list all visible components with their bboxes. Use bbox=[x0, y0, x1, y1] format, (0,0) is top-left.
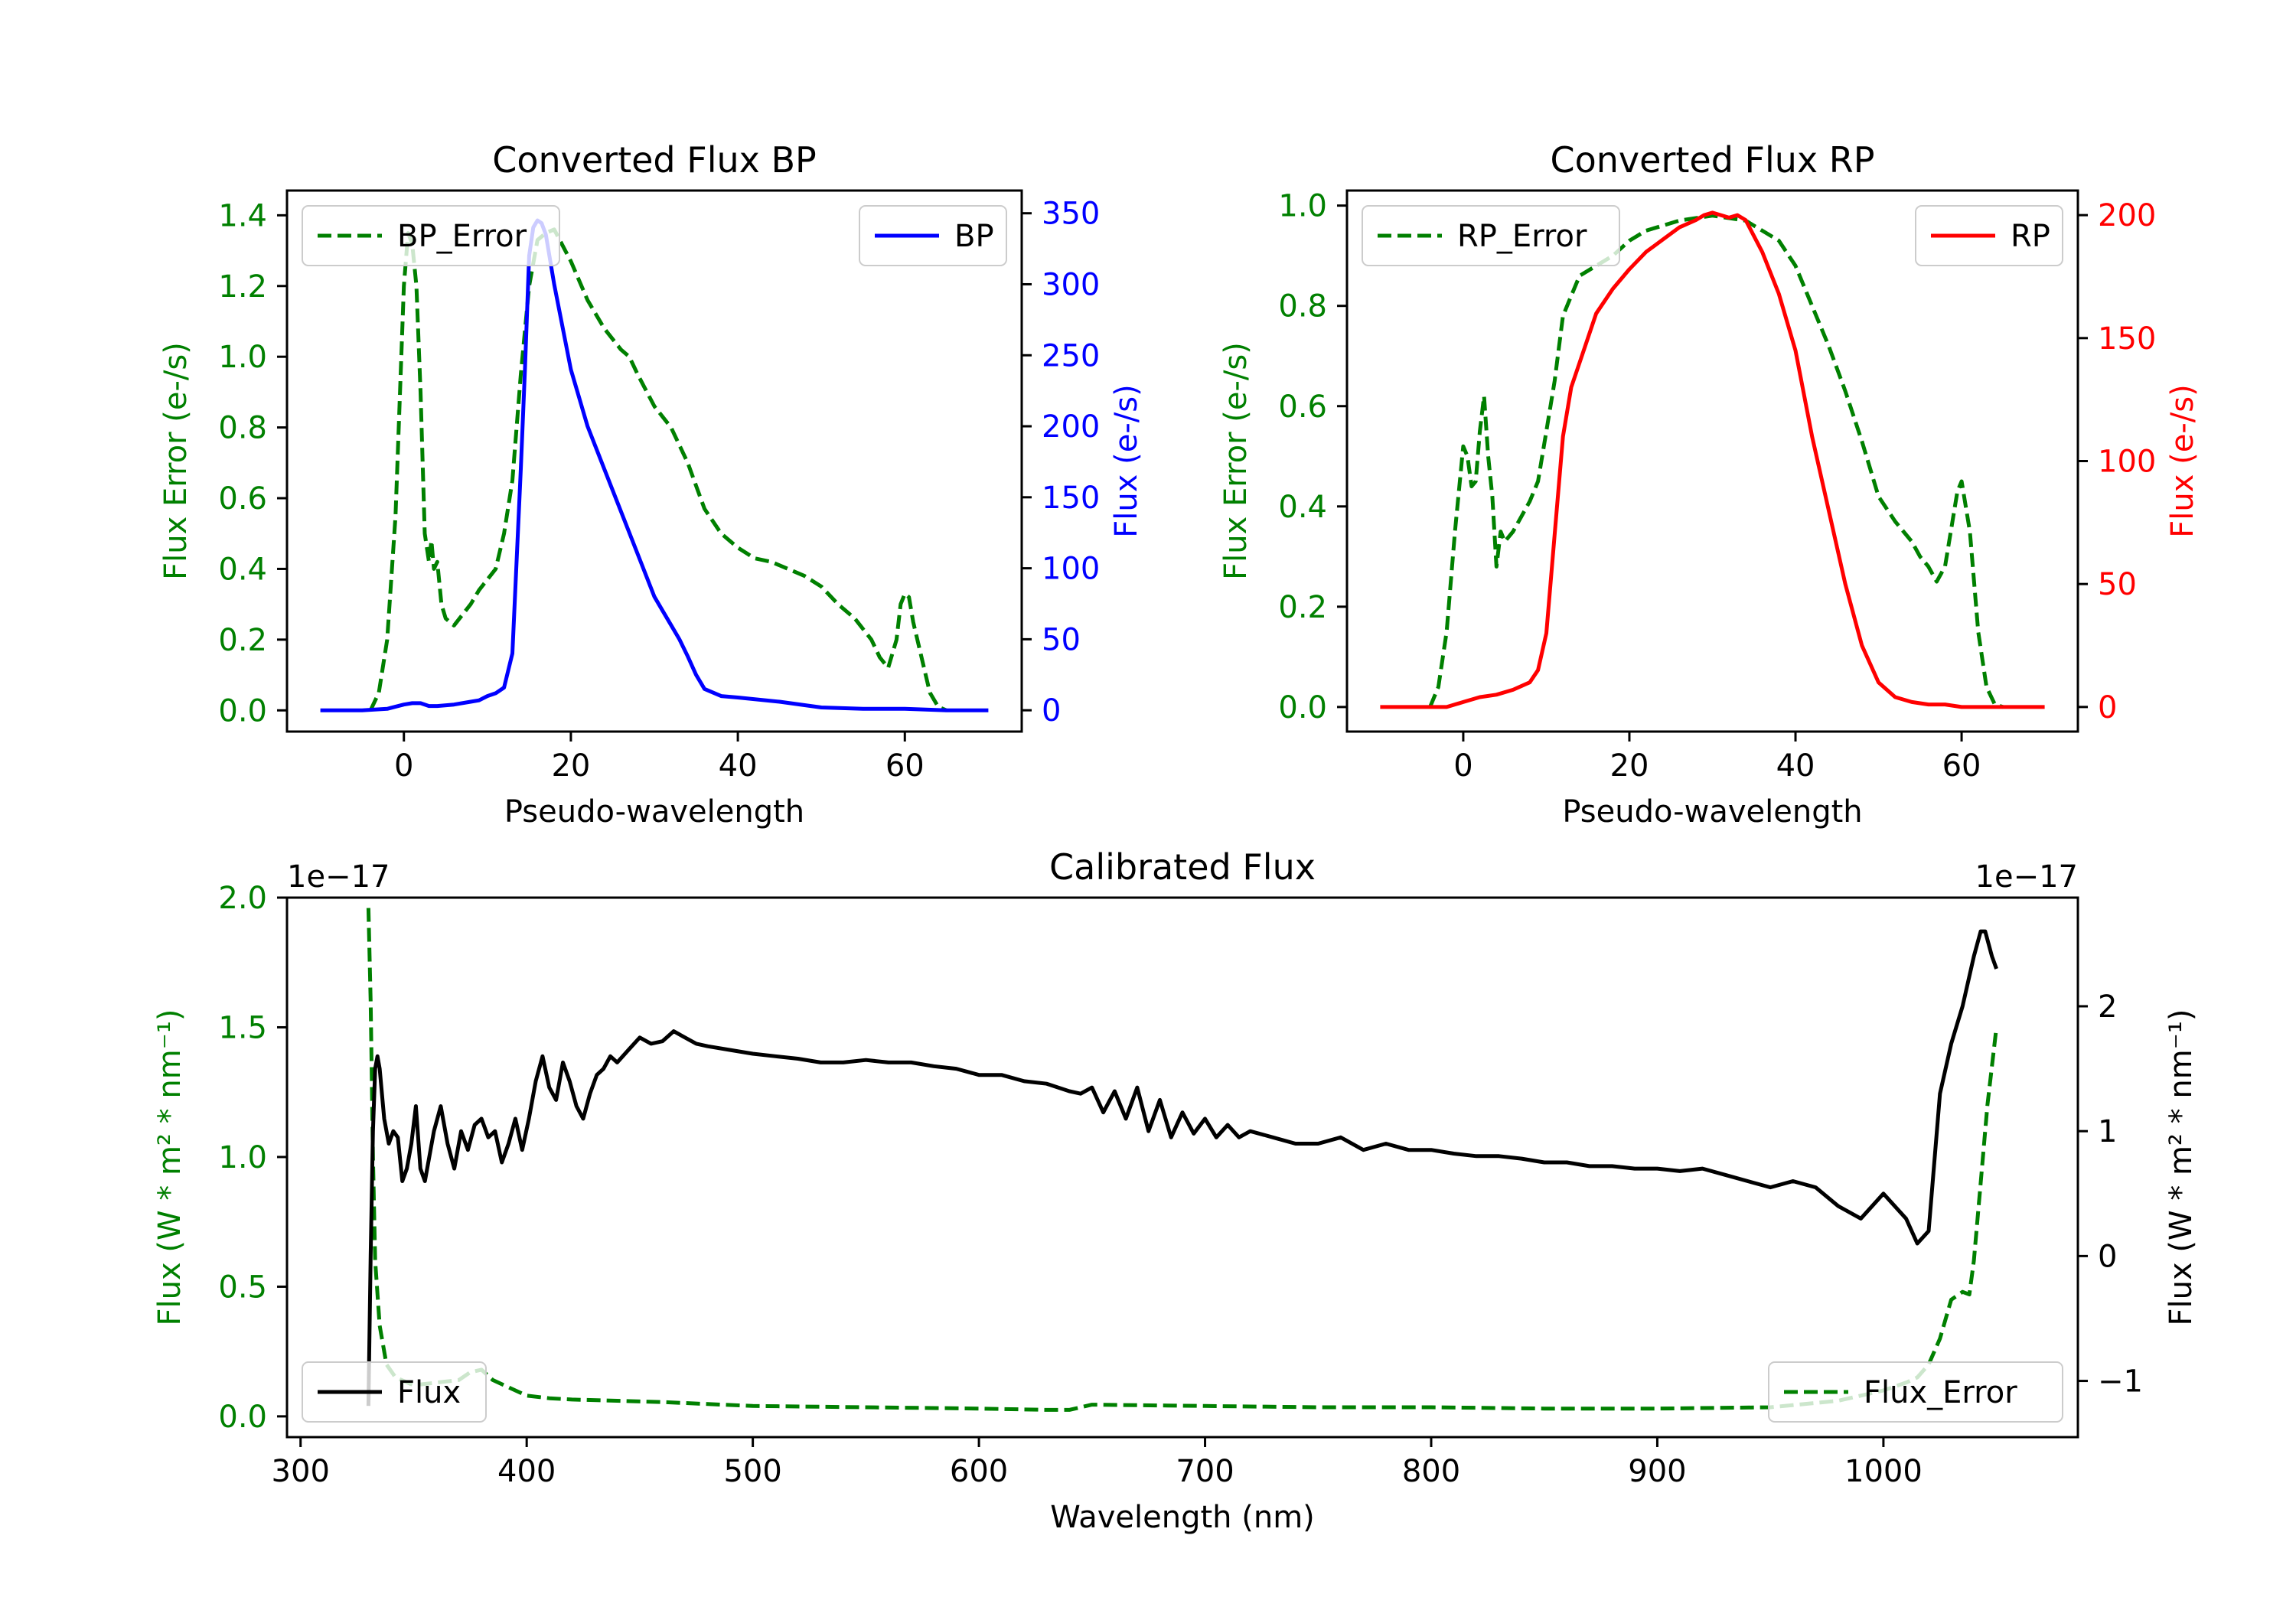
y-left-tick-label: 0.2 bbox=[1278, 590, 1327, 625]
y-right-tick-label: 250 bbox=[1042, 338, 1100, 373]
x-tick-label: 60 bbox=[885, 748, 925, 784]
x-axis-label: Pseudo-wavelength bbox=[1562, 794, 1862, 830]
y-left-tick-label: 1.0 bbox=[1278, 189, 1327, 224]
x-axis-label: Pseudo-wavelength bbox=[504, 794, 804, 830]
y-right-tick-label: 150 bbox=[2098, 321, 2156, 357]
y-left-tick-label: 0.0 bbox=[1278, 690, 1327, 725]
y-right-tick-label: 0 bbox=[2098, 1239, 2117, 1274]
x-tick-label: 20 bbox=[551, 748, 590, 784]
chart-title: Converted Flux RP bbox=[1551, 139, 1875, 181]
y-left-tick-label: 0.6 bbox=[218, 481, 267, 517]
x-tick-label: 900 bbox=[1628, 1454, 1686, 1489]
x-tick-label: 500 bbox=[723, 1454, 781, 1489]
y-left-axis-label: Flux (W * m² * nm⁻¹) bbox=[152, 1009, 188, 1326]
y-right-tick-label: 2 bbox=[2098, 989, 2117, 1025]
legend-box bbox=[302, 205, 560, 266]
y-left-tick-label: 0.4 bbox=[1278, 490, 1327, 525]
y-left-tick-label: 0.5 bbox=[218, 1270, 267, 1305]
y-left-tick-label: 2.0 bbox=[218, 881, 267, 916]
y-right-tick-label: −1 bbox=[2098, 1364, 2143, 1400]
y-left-tick-label: 1.2 bbox=[218, 269, 267, 305]
axes-frame bbox=[285, 189, 1023, 733]
legend-flux: Flux bbox=[302, 1361, 487, 1423]
legend-flux-error: Flux_Error bbox=[1768, 1361, 2063, 1423]
x-tick-label: 400 bbox=[497, 1454, 556, 1489]
y-right-tick-label: 0 bbox=[2098, 690, 2117, 725]
x-axis-label: Wavelength (nm) bbox=[1050, 1500, 1315, 1535]
legend-rp-error: RP_Error bbox=[1362, 205, 1620, 266]
y-right-tick-label: 200 bbox=[2098, 198, 2156, 233]
chart-title: Converted Flux BP bbox=[492, 139, 817, 181]
series-line-bp-error bbox=[368, 227, 947, 712]
y-right-tick-label: 100 bbox=[2098, 445, 2156, 480]
y-left-tick-label: 1.4 bbox=[218, 198, 267, 233]
y-right-tick-label: 50 bbox=[1042, 622, 1081, 657]
x-tick-label: 0 bbox=[1453, 748, 1473, 784]
y-left-tick-label: 0.6 bbox=[1278, 390, 1327, 425]
legend-box bbox=[1768, 1361, 2063, 1423]
y-right-axis-label: Flux (e-/s) bbox=[2165, 384, 2200, 537]
y-right-tick-label: 50 bbox=[2098, 567, 2137, 602]
y-left-tick-label: 1.0 bbox=[218, 1140, 267, 1175]
y-right-tick-label: 200 bbox=[1042, 409, 1100, 445]
legend-box bbox=[1362, 205, 1620, 266]
legend-bp-error: BP_Error bbox=[302, 205, 560, 266]
y-left-tick-label: 0.4 bbox=[218, 552, 267, 587]
y-left-tick-label: 0.0 bbox=[218, 1400, 267, 1435]
x-tick-label: 600 bbox=[950, 1454, 1008, 1489]
y-left-axis-label: Flux Error (e-/s) bbox=[158, 342, 194, 580]
y-left-offset-text: 1e−17 bbox=[287, 859, 390, 895]
y-left-tick-label: 1.5 bbox=[218, 1010, 267, 1045]
y-left-tick-label: 0.0 bbox=[218, 693, 267, 729]
legend-box bbox=[302, 1361, 487, 1423]
y-right-tick-label: 150 bbox=[1042, 481, 1100, 516]
legend-label: BP_Error bbox=[397, 219, 527, 254]
x-tick-label: 60 bbox=[1942, 748, 1981, 784]
x-tick-label: 1000 bbox=[1844, 1454, 1923, 1489]
y-left-tick-label: 0.8 bbox=[218, 411, 267, 446]
x-tick-label: 40 bbox=[1776, 748, 1815, 784]
x-tick-label: 20 bbox=[1610, 748, 1649, 784]
y-right-tick-label: 0 bbox=[1042, 693, 1061, 729]
y-right-axis-label: Flux (e-/s) bbox=[1109, 384, 1144, 537]
legend-label: Flux bbox=[397, 1375, 461, 1410]
axes-frame bbox=[285, 896, 2079, 1439]
y-left-tick-label: 0.2 bbox=[218, 623, 267, 658]
legend-rp: RP bbox=[1915, 205, 2063, 266]
chart-title: Calibrated Flux bbox=[1049, 846, 1316, 888]
panel-calibrated-flux: 300 400 500 600 700 800 900 1000 0.0 0.5 1.0 1.5 2.0… bbox=[152, 846, 2199, 1535]
legend-label: Flux_Error bbox=[1864, 1375, 2017, 1410]
x-tick-label: 700 bbox=[1176, 1454, 1234, 1489]
series-line-flux bbox=[366, 929, 1998, 1407]
x-tick-label: 300 bbox=[272, 1454, 330, 1489]
series-line-rp-error bbox=[1428, 214, 2004, 709]
x-tick-label: 40 bbox=[719, 748, 758, 784]
legend-label: RP_Error bbox=[1457, 219, 1587, 254]
legend-label: BP bbox=[954, 219, 994, 254]
y-right-tick-label: 100 bbox=[1042, 552, 1100, 587]
y-left-tick-label: 1.0 bbox=[218, 340, 267, 375]
y-right-tick-label: 350 bbox=[1042, 197, 1100, 232]
series-line-rp bbox=[1380, 210, 2045, 709]
y-left-axis-label: Flux Error (e-/s) bbox=[1218, 342, 1254, 580]
legend-label: RP bbox=[2011, 219, 2050, 254]
x-tick-label: 0 bbox=[394, 748, 413, 784]
y-right-offset-text: 1e−17 bbox=[1975, 859, 2078, 895]
y-right-tick-label: 300 bbox=[1042, 267, 1100, 302]
panel-converted-flux-rp: 0 20 40 60 0.0 0.2 0.4 0.6 0.8 1.0 0 50 100 150 200 Con… bbox=[1218, 139, 2200, 830]
legend-bp: BP bbox=[859, 205, 1007, 266]
y-right-tick-label: 1 bbox=[2098, 1114, 2117, 1149]
y-left-tick-label: 0.8 bbox=[1278, 289, 1327, 324]
panel-converted-flux-bp: 0 20 40 60 0.0 0.2 0.4 0.6 0.8 1.0 1.2 1.4 0 50 100 150… bbox=[158, 139, 1144, 830]
y-right-axis-label: Flux (W * m² * nm⁻¹) bbox=[2164, 1009, 2199, 1326]
x-tick-label: 800 bbox=[1402, 1454, 1460, 1489]
